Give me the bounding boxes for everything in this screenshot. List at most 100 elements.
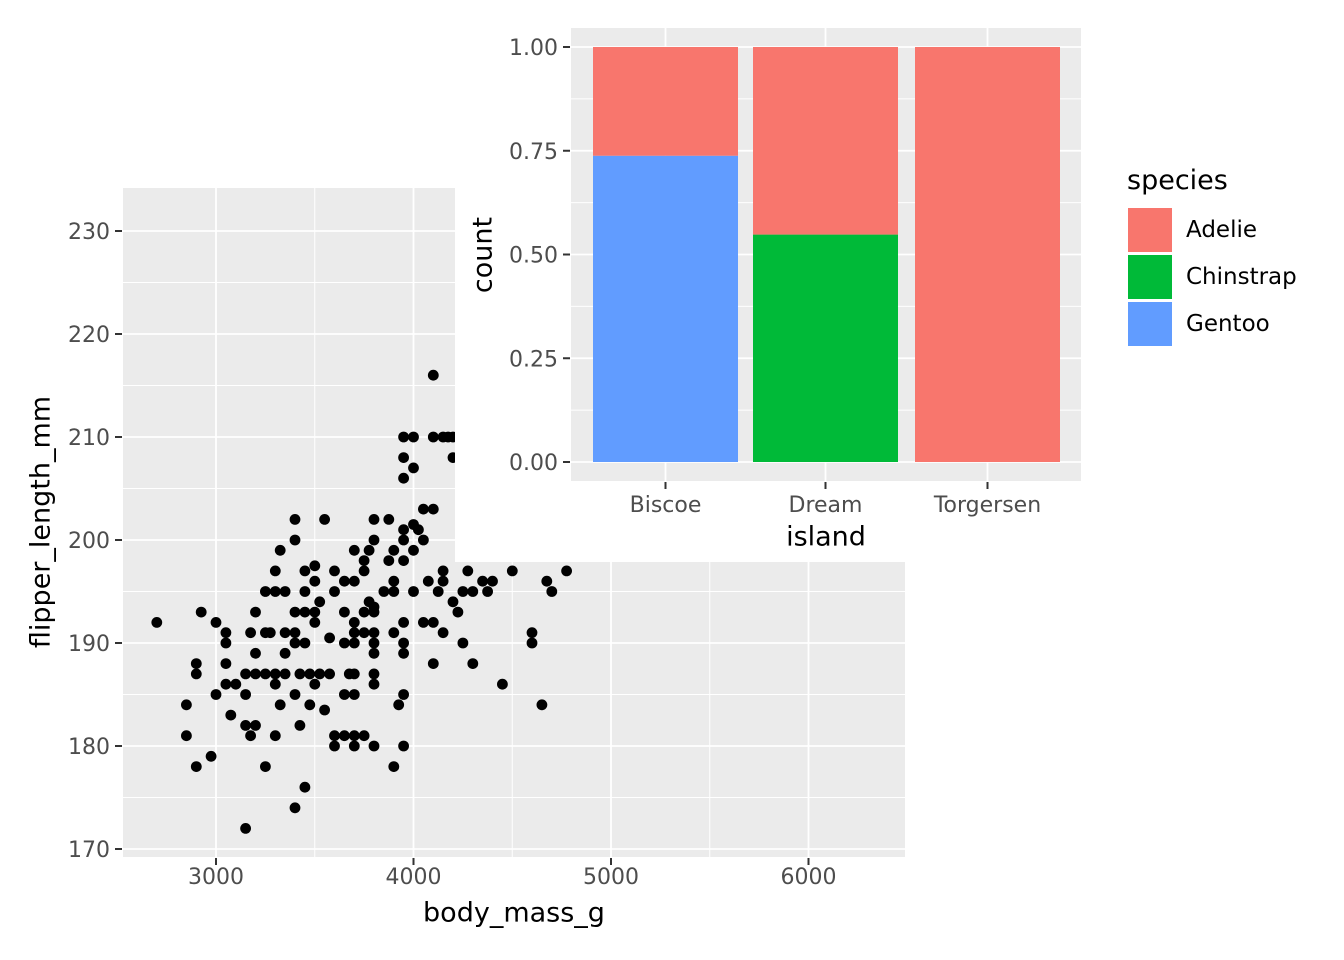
data-point [408, 586, 419, 597]
data-point [205, 750, 217, 762]
data-point [294, 668, 306, 680]
data-point [279, 668, 291, 680]
data-point [368, 678, 380, 690]
y-tick-label: 190 [68, 632, 110, 657]
data-point [314, 668, 326, 680]
data-point [309, 678, 321, 690]
data-point [418, 503, 429, 515]
data-point [368, 534, 380, 546]
data-point [245, 627, 256, 639]
data-point [398, 740, 409, 752]
data-point [324, 632, 335, 644]
data-point [398, 555, 409, 566]
data-point [319, 704, 330, 716]
data-point [324, 668, 335, 680]
y-tick-label: 0.50 [509, 244, 558, 269]
data-point [358, 730, 370, 742]
data-point [329, 565, 340, 577]
legend-title: species [1127, 165, 1228, 196]
data-point [348, 544, 360, 556]
data-point [299, 565, 311, 577]
data-point [368, 627, 380, 639]
x-tick-label: 6000 [781, 865, 837, 890]
data-point [260, 586, 271, 597]
data-point [358, 606, 370, 618]
data-point [467, 586, 479, 597]
data-point [195, 606, 207, 618]
legend: species Adelie Chinstrap Gentoo [1127, 165, 1341, 346]
data-point [220, 658, 232, 669]
data-point [274, 544, 286, 556]
data-point [210, 617, 222, 628]
bar-segment-gentoo-biscoe [593, 155, 738, 463]
data-point [452, 606, 464, 618]
data-point [482, 586, 493, 597]
bar-x-axis-title: island [786, 521, 866, 553]
y-tick-label: 180 [68, 735, 110, 760]
data-point [368, 647, 380, 659]
data-point [289, 627, 301, 639]
data-point [279, 627, 291, 639]
data-point [250, 606, 261, 618]
data-point [220, 627, 232, 639]
data-point [467, 658, 479, 669]
data-point [526, 637, 538, 649]
data-point [269, 730, 281, 742]
x-tick-label: 5000 [583, 865, 639, 890]
x-tick-label: Biscoe [630, 493, 702, 518]
data-point [398, 689, 409, 700]
data-point [240, 689, 252, 700]
y-tick-label: 0.00 [509, 451, 558, 476]
data-point [299, 781, 311, 793]
data-point [437, 575, 449, 587]
data-point [274, 699, 286, 711]
data-point [339, 689, 350, 700]
data-point [427, 617, 439, 628]
data-point [269, 565, 281, 577]
data-point [250, 668, 261, 680]
x-tick-label: 3000 [188, 865, 244, 890]
bar-segment-adelie-biscoe [593, 47, 738, 156]
data-point [279, 647, 291, 659]
data-point [329, 730, 340, 742]
data-point [269, 678, 281, 690]
data-point [447, 596, 459, 608]
data-point [418, 534, 429, 546]
data-point [299, 606, 311, 618]
x-tick-label: 4000 [386, 865, 442, 890]
data-point [299, 586, 311, 597]
data-point [388, 575, 400, 587]
bar-segment-chinstrap-dream [753, 234, 898, 462]
data-point [388, 627, 400, 639]
data-point [190, 658, 202, 669]
data-point [432, 586, 444, 597]
data-point [210, 689, 222, 700]
data-point [398, 452, 409, 463]
data-point [289, 606, 301, 618]
data-point [339, 730, 350, 742]
data-point [437, 627, 449, 639]
data-point [299, 637, 311, 649]
scatter-y-axis-title: flipper_length_mm [25, 395, 57, 649]
data-point [260, 761, 271, 772]
data-point [304, 668, 316, 680]
data-point [368, 606, 380, 618]
data-point [427, 431, 439, 443]
data-point [289, 689, 301, 700]
data-point [398, 617, 409, 628]
data-point [422, 575, 434, 587]
data-point [309, 560, 321, 572]
data-point [289, 514, 301, 525]
data-point [289, 534, 301, 546]
data-point [358, 565, 370, 577]
data-point [358, 627, 370, 639]
data-point [240, 720, 252, 731]
data-point [225, 709, 237, 721]
bar-segment-adelie-dream [753, 47, 898, 235]
inset-bar-chart: 0.00 0.25 0.50 0.75 1.00 Biscoe Dream Torgersen… [455, 0, 1344, 562]
bar-plot: 0.00 0.25 0.50 0.75 1.00 Biscoe Dream Torgersen [509, 28, 1081, 518]
data-point [240, 668, 252, 680]
data-point [427, 503, 439, 515]
data-point [546, 586, 558, 597]
